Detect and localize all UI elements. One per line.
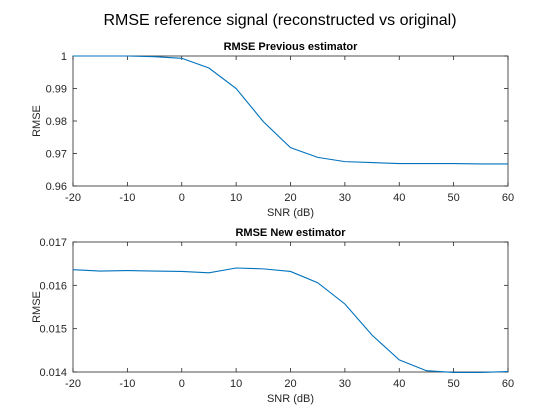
x-tick-label: -10: [119, 378, 135, 390]
x-tick-label: 60: [502, 378, 514, 390]
x-tick-label: 30: [339, 192, 351, 204]
y-tick-label: 1: [61, 51, 67, 63]
x-tick-label: -20: [65, 192, 81, 204]
x-tick-label: 60: [502, 192, 514, 204]
x-tick-label: -20: [65, 378, 81, 390]
x-tick-label: 50: [448, 378, 460, 390]
y-axis-label: RMSE: [31, 291, 43, 323]
subplot-1: RMSE Previous estimator -20 -10 0 10 20 30 40 50…: [31, 41, 514, 219]
y-axis-label: RMSE: [31, 105, 43, 137]
y-tick-label: 0.016: [39, 280, 67, 292]
x-tick-label: 10: [230, 192, 242, 204]
plots: RMSE Previous estimator-20 -10 0 10 20 30 40 50…: [31, 41, 514, 405]
x-tick-label: -10: [119, 192, 135, 204]
x-tick-label: 30: [339, 378, 351, 390]
axes-box: [72, 55, 509, 187]
x-tick-label: 40: [393, 378, 405, 390]
figure-title: RMSE reference signal (reconstructed vs …: [103, 12, 456, 29]
y-tick-label: 0.96: [46, 181, 67, 193]
x-tick-label: 40: [393, 192, 405, 204]
x-tick-label: 20: [284, 192, 296, 204]
axes-box: [72, 241, 509, 373]
subplot-title: RMSE New estimator: [235, 227, 346, 239]
x-tick-label: 20: [284, 378, 296, 390]
x-tick-label: 0: [179, 192, 185, 204]
y-tick-label: 0.98: [46, 116, 67, 128]
y-tick-label: 0.97: [46, 149, 67, 161]
x-tick-label: 10: [230, 378, 242, 390]
y-tick-label: 0.99: [46, 84, 67, 96]
x-axis-label: SNR (dB): [267, 207, 314, 219]
y-tick-label: 0.015: [39, 324, 67, 336]
x-tick-label: 0: [179, 378, 185, 390]
x-axis-label: SNR (dB): [267, 393, 314, 405]
x-tick-label: 50: [448, 192, 460, 204]
subplot-2: RMSE New estimator -20 -10 0 10 20 30 40 50 60 0.0…: [31, 227, 514, 405]
subplot-title: RMSE Previous estimator: [224, 41, 359, 53]
y-tick-label: 0.017: [39, 237, 67, 249]
y-tick-label: 0.014: [39, 367, 67, 379]
